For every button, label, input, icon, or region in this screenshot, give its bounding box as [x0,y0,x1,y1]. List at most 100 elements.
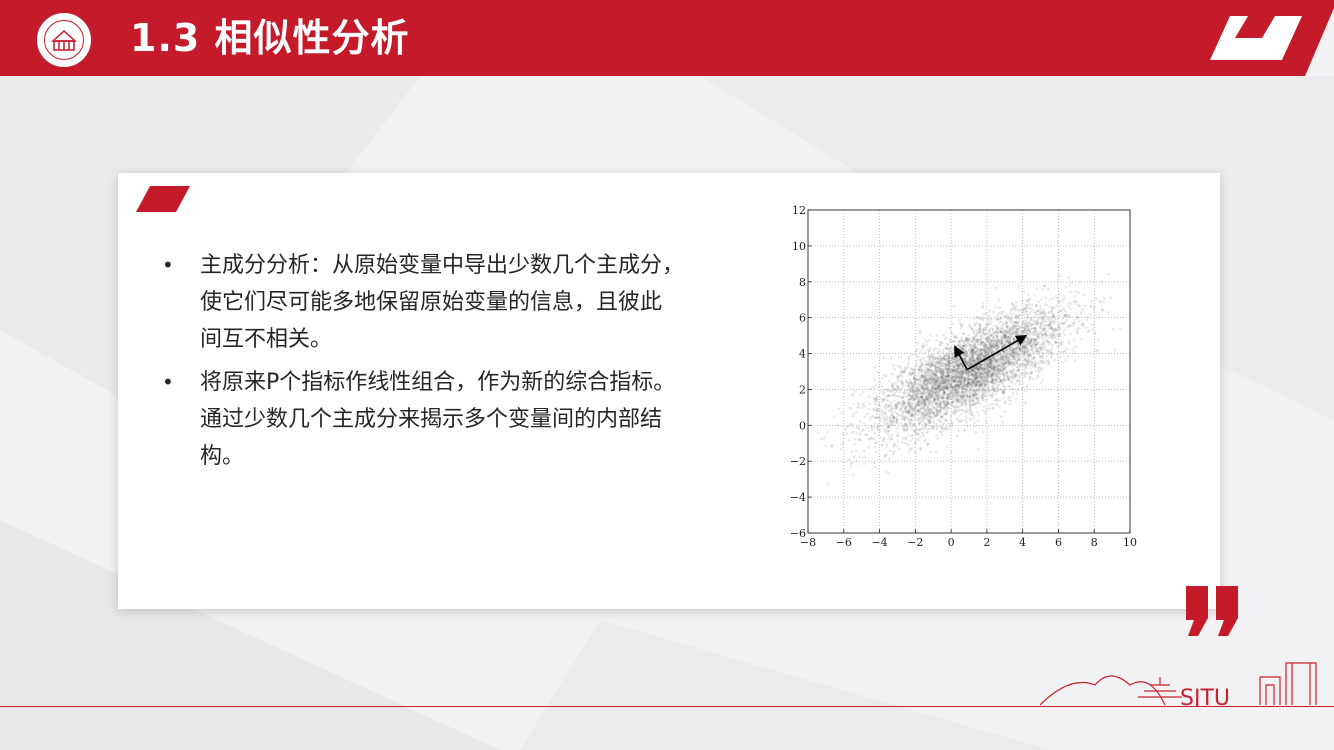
data-point [995,340,999,344]
data-point [989,340,993,343]
data-point [1002,350,1005,354]
data-point [974,322,977,326]
data-point [975,367,979,371]
data-point [930,363,934,366]
data-point [957,379,961,383]
data-point [1012,329,1016,333]
data-point [885,405,889,409]
data-point [1018,344,1021,347]
data-point [1010,318,1013,322]
data-point [973,335,977,338]
data-point [935,427,938,431]
data-point [874,403,877,406]
data-point [946,362,950,366]
data-point [955,360,959,363]
data-point [1024,345,1028,349]
data-point [971,339,974,343]
data-point [943,402,946,406]
data-point [957,409,960,412]
data-point [1029,322,1032,326]
data-point [995,392,998,395]
data-point [897,395,900,398]
data-point [907,405,910,408]
data-point [982,405,986,408]
data-point [911,410,914,413]
data-point [978,327,981,330]
data-point [970,360,974,363]
data-point [960,323,964,327]
data-point [925,411,929,415]
data-point [1041,379,1045,382]
data-point [1022,350,1026,353]
data-point [939,367,942,371]
data-point [997,346,1001,349]
data-point [1042,342,1045,346]
data-point [1068,324,1071,327]
data-point [946,393,949,397]
data-point [1044,345,1047,348]
data-point [1042,314,1045,317]
data-point [951,369,955,372]
data-point [971,354,975,357]
data-point [999,343,1003,347]
data-point [939,377,943,381]
data-point [1058,355,1062,359]
data-point [1088,312,1092,316]
data-point [952,339,956,342]
data-point [961,395,965,399]
data-point [995,334,999,338]
data-point [908,449,911,453]
data-point [1039,382,1043,385]
data-point [885,445,889,448]
data-point [980,362,984,365]
data-point [982,333,985,337]
data-point [883,411,887,414]
data-point [945,364,948,367]
data-point [1044,312,1047,315]
data-point [936,413,939,417]
data-point [991,345,994,348]
data-point [867,437,870,441]
data-point [890,384,894,387]
data-point [879,436,883,439]
data-point [962,332,966,336]
data-point [972,396,975,399]
data-point [1009,340,1012,344]
data-point [1028,341,1031,344]
data-point [923,374,926,378]
data-point [984,337,988,340]
data-point [1067,276,1071,279]
data-point [875,383,878,387]
data-point [936,358,940,361]
data-point [1014,301,1018,304]
data-point [928,349,931,352]
data-point [971,403,975,407]
data-point [986,345,989,349]
data-point [952,411,955,414]
data-point [989,369,993,373]
data-point [1031,378,1035,381]
data-point [1035,287,1038,291]
data-point [931,416,935,419]
data-point [875,397,878,401]
data-point [955,403,959,406]
data-point [900,379,904,383]
data-point [958,401,962,404]
data-point [1044,338,1048,341]
data-point [1011,326,1015,329]
data-point [1084,326,1088,329]
data-point [1058,327,1061,331]
data-point [931,389,934,393]
data-point [999,370,1002,373]
data-point [897,414,901,417]
data-point [918,389,921,393]
data-point [964,373,968,376]
data-point [988,390,992,393]
data-point [1033,315,1036,318]
data-point [1028,320,1031,324]
data-point [934,414,938,417]
data-point [1030,327,1034,330]
data-point [993,356,996,360]
data-point [981,430,985,434]
data-point [924,404,928,407]
